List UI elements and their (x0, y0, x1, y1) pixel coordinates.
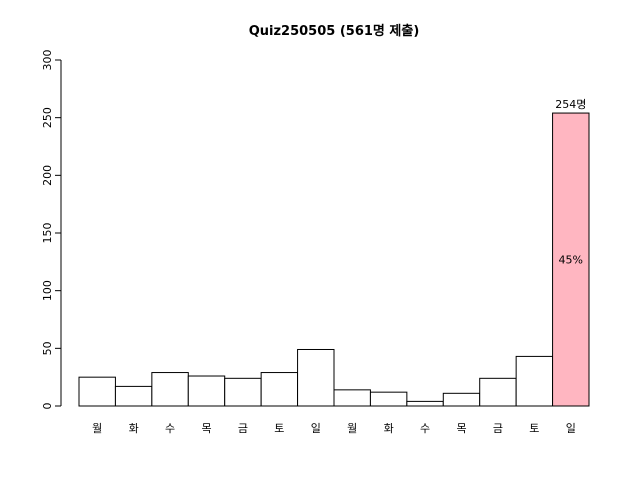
x-category-label: 월 (92, 422, 102, 435)
x-category-label: 화 (384, 422, 394, 435)
y-axis: 0 50 100 150 200 250 300 (41, 50, 62, 410)
bar (552, 112, 590, 407)
bar (114, 385, 153, 407)
x-category-label: 토 (529, 422, 539, 435)
y-tick-label: 100 (41, 280, 54, 301)
x-category-label: 목 (201, 422, 211, 435)
bar (151, 372, 189, 407)
annotations: 254명 45% (555, 98, 586, 266)
chart-title: Quiz250505 (561명 제출) (249, 23, 420, 39)
bars-group (78, 112, 590, 407)
x-category-label: 금 (238, 422, 248, 435)
bar (442, 392, 481, 407)
bar (406, 400, 444, 407)
bar (515, 355, 554, 407)
y-tick-label: 300 (41, 50, 54, 71)
x-category-label: 수 (420, 422, 430, 435)
bar (297, 348, 335, 407)
bar (333, 389, 371, 407)
bar (369, 391, 408, 407)
bar (187, 375, 226, 407)
bar (260, 372, 299, 407)
x-category-label: 금 (493, 422, 503, 435)
x-category-label: 월 (347, 422, 357, 435)
x-category-label: 일 (311, 421, 321, 435)
highlight-count-label: 254명 (555, 98, 586, 111)
y-tick-label: 250 (41, 107, 54, 128)
highlight-percent-label: 45% (559, 254, 583, 267)
y-tick-label: 150 (41, 223, 54, 244)
bar (479, 377, 517, 407)
y-tick-label: 50 (41, 341, 54, 355)
x-category-label: 토 (274, 422, 284, 435)
x-category-label: 화 (129, 422, 139, 435)
bar (224, 377, 262, 407)
x-category-label: 일 (566, 421, 576, 435)
y-tick-label: 200 (41, 165, 54, 186)
y-tick-label: 0 (41, 403, 54, 410)
bar (78, 376, 116, 407)
x-category-label: 목 (456, 422, 466, 435)
x-category-label: 수 (165, 422, 175, 435)
